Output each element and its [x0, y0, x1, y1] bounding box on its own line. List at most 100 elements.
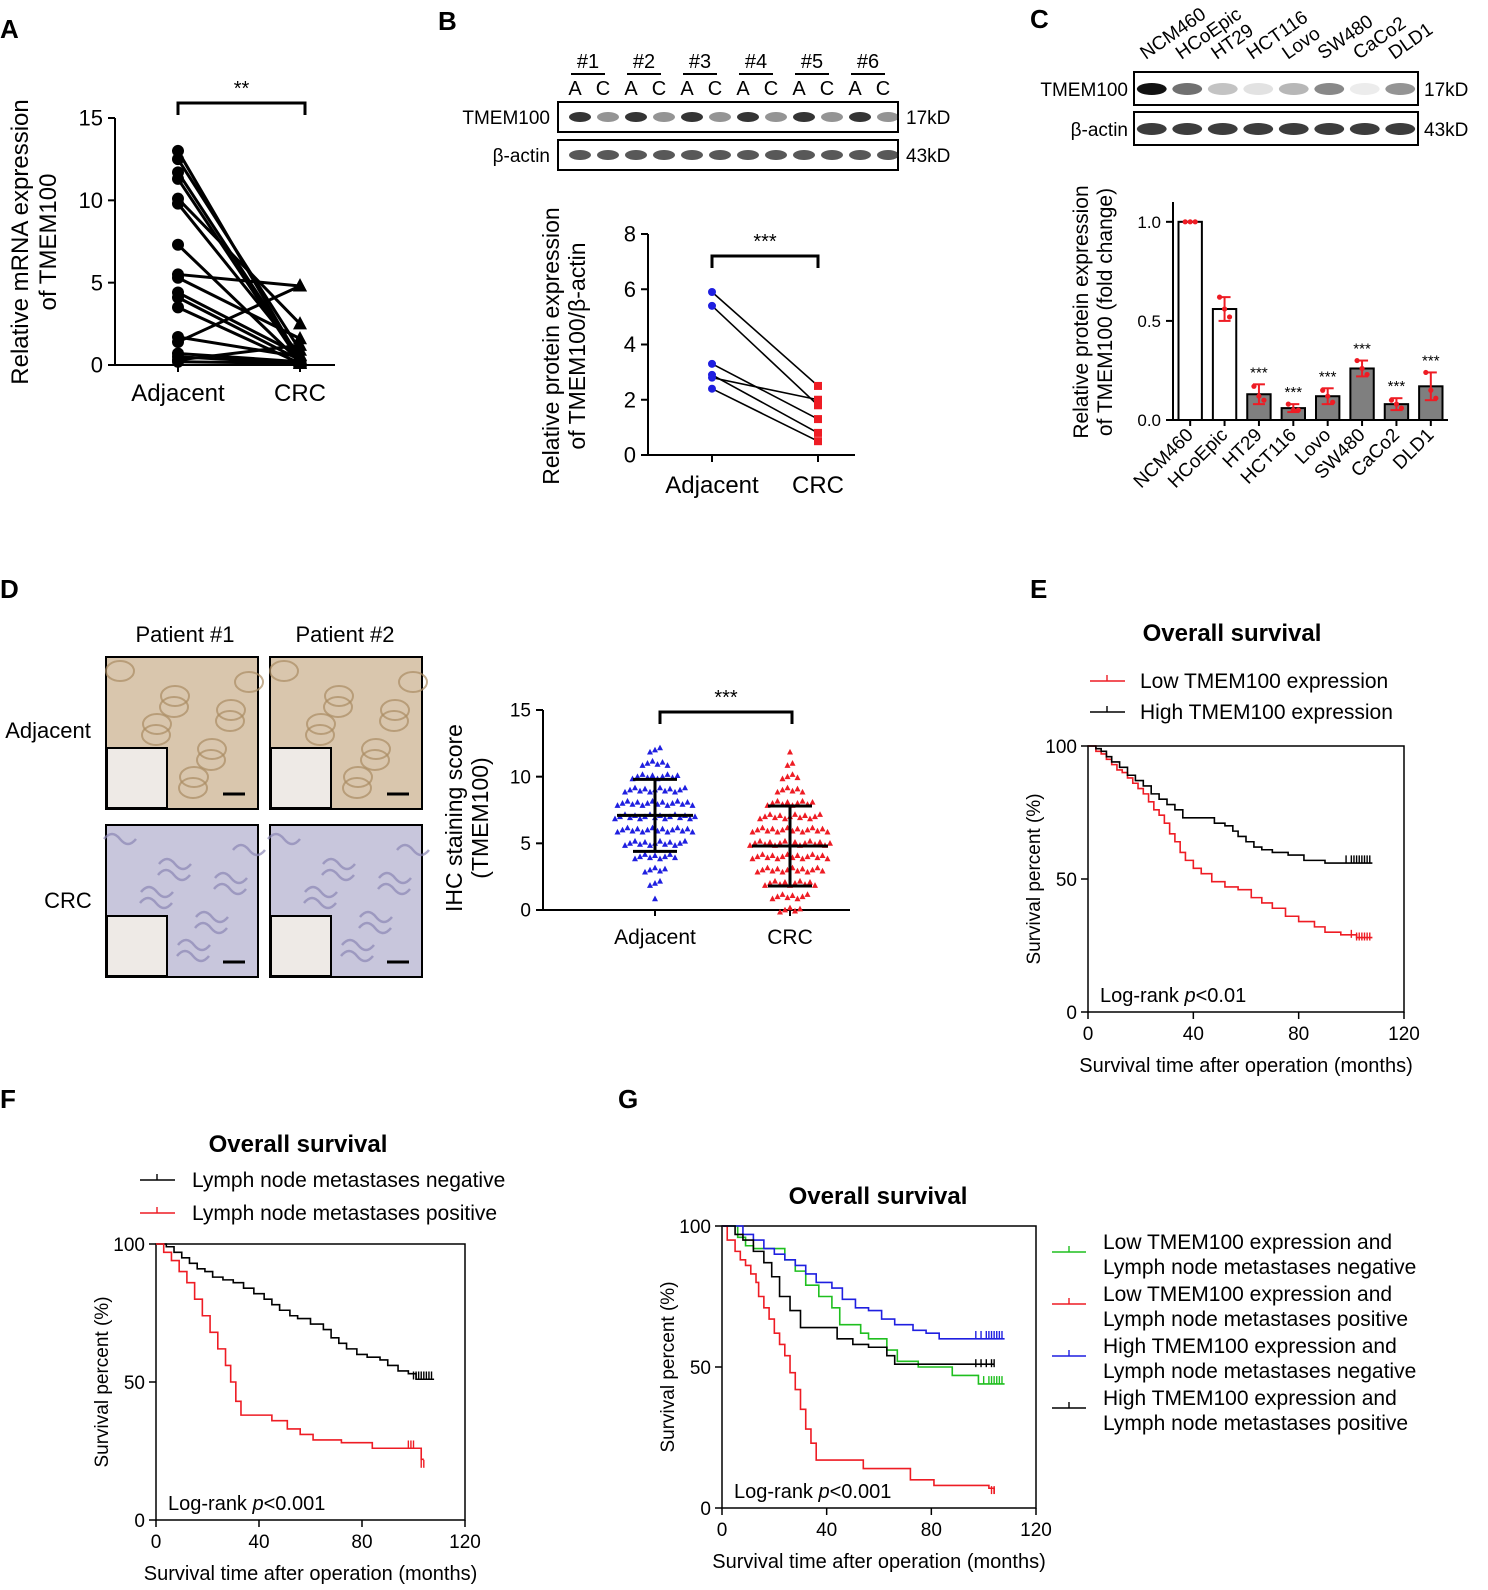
lane-label: A [848, 78, 862, 100]
pair-line [176, 197, 302, 325]
blot-band [1207, 83, 1238, 95]
survival-curve [722, 1225, 995, 1365]
gland-texture [360, 749, 390, 771]
score-point [757, 837, 763, 844]
score-point [819, 825, 826, 832]
x-tick-label: CRC [274, 380, 326, 407]
panel-e: E Overall survival Low TMEM100 expression H… [1030, 574, 1393, 724]
y-axis-tick-label: 0.5 [1137, 312, 1161, 331]
blot-band [597, 150, 619, 160]
adjacent-point [172, 335, 184, 348]
adjacent-point [172, 238, 184, 251]
y-axis-tick-label: 4 [624, 332, 636, 357]
blot-band [1349, 123, 1380, 135]
crc-point [814, 437, 822, 446]
crc-point [814, 395, 822, 404]
significance-label: *** [1319, 368, 1337, 385]
score-point [814, 864, 821, 871]
gland-texture [159, 696, 189, 718]
score-point [767, 880, 773, 886]
score-point [657, 744, 663, 751]
x-axis-label: Survival time after operation (months) [144, 1563, 477, 1585]
score-point [762, 882, 768, 888]
score-point [787, 904, 793, 911]
score-point [629, 801, 636, 807]
blot-band [1172, 83, 1203, 95]
adjacent-point [172, 144, 184, 157]
survival-curve [1088, 745, 1373, 939]
lane-label: A [680, 78, 694, 100]
score-point [819, 867, 826, 874]
replicate-point [1182, 219, 1188, 225]
legend-label: Lymph node metastases negative [1103, 1256, 1416, 1279]
survival-curve [156, 1243, 424, 1461]
pair-line [711, 376, 819, 401]
gland-texture [160, 685, 190, 707]
blot-row-label: TMEM100 [462, 108, 550, 129]
score-point [687, 815, 693, 822]
tissue-texture [340, 949, 374, 963]
score-point [647, 882, 653, 888]
score-point [779, 853, 786, 860]
score-point [792, 811, 798, 817]
gland-texture [196, 749, 226, 771]
lane-label: C [652, 78, 666, 100]
significance-label: *** [1388, 378, 1406, 395]
logrank-value: <0.01 [1196, 985, 1247, 1007]
y-axis-tick-label: 0 [624, 443, 636, 468]
score-point [762, 813, 768, 820]
blot-band [821, 150, 843, 160]
blot-band [1385, 83, 1416, 95]
pair-line [176, 158, 302, 351]
crc-point [293, 316, 307, 330]
score-point [757, 815, 763, 822]
y-tick-label: 100 [113, 1235, 145, 1256]
y-axis-tick-label: 10 [79, 188, 103, 213]
tissue-texture [377, 882, 411, 896]
adjacent-point [708, 359, 716, 368]
replicate-point [1433, 395, 1439, 401]
blot-size-label: 17kD [1424, 80, 1468, 101]
gland-texture [398, 671, 428, 693]
score-point [784, 798, 791, 805]
score-point [807, 837, 813, 844]
column-title: Patient #2 [295, 622, 394, 647]
y-axis-label: Relative protein expression [538, 207, 564, 484]
pair-line [711, 363, 819, 420]
score-point [674, 772, 681, 778]
x-tick-label: 80 [921, 1520, 942, 1541]
pair-line [177, 343, 301, 362]
tissue-texture [140, 885, 174, 899]
y-axis-tick-label: 0 [91, 353, 103, 378]
score-point [799, 788, 806, 795]
panel-letter: G [618, 1084, 638, 1114]
gland-texture [343, 766, 373, 788]
score-point [802, 812, 808, 818]
score-point [759, 824, 766, 831]
score-point [659, 798, 666, 805]
score-point [769, 895, 776, 902]
score-point [669, 826, 676, 833]
score-point [817, 838, 823, 845]
plot-frame [155, 1243, 466, 1521]
score-point [647, 842, 653, 848]
score-point [802, 840, 808, 846]
score-point [754, 868, 761, 875]
gland-texture [379, 710, 409, 732]
blot-band [653, 112, 675, 122]
logrank-value: <0.001 [830, 1481, 892, 1503]
pair-line [177, 276, 301, 340]
crc-point [814, 428, 822, 437]
score-point [652, 864, 658, 871]
tissue-texture [103, 832, 137, 846]
panel-g: G Overall survival Low TMEM100 expression … [618, 1084, 1416, 1435]
gland-texture [197, 738, 227, 760]
blot-band [821, 112, 843, 122]
blot-frame [557, 101, 899, 133]
score-point [774, 828, 781, 835]
score-point [644, 800, 651, 806]
legend-label: High TMEM100 expression [1140, 701, 1393, 724]
legend-label: High TMEM100 expression and [1103, 1387, 1397, 1410]
blot-band [709, 150, 731, 160]
